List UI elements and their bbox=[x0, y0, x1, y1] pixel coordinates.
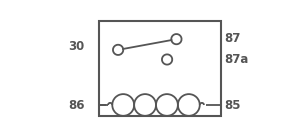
Text: 87: 87 bbox=[224, 32, 240, 45]
Text: 86: 86 bbox=[68, 99, 84, 112]
Text: 85: 85 bbox=[224, 99, 241, 112]
Text: 30: 30 bbox=[68, 40, 84, 53]
Text: 87a: 87a bbox=[224, 53, 249, 66]
